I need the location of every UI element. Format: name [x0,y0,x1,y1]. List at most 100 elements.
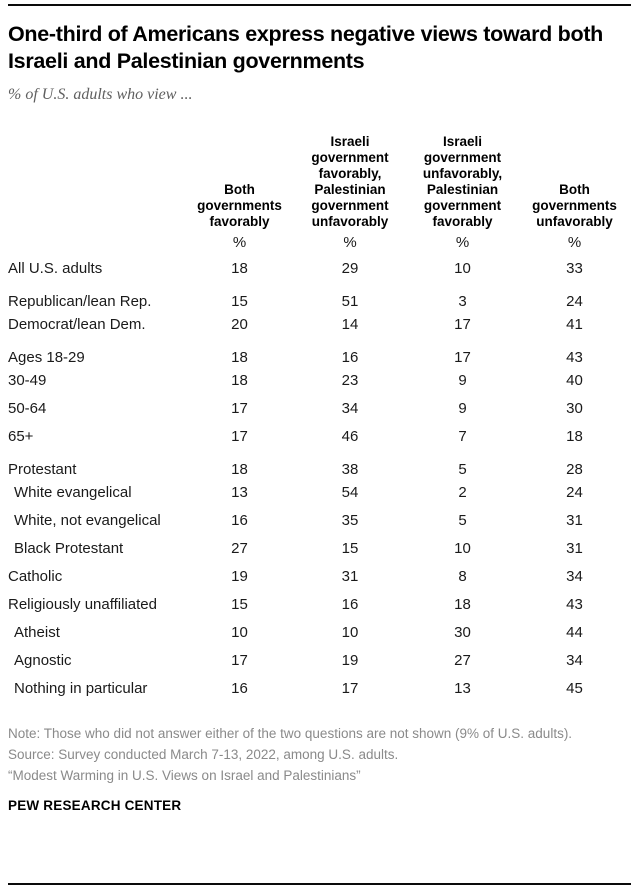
cell-value: 18 [231,371,248,389]
cell-value: 31 [566,539,583,557]
cell-value: 2 [458,483,467,501]
note-text: Note: Those who did not answer either of… [8,726,573,741]
cell-value: 40 [566,371,583,389]
cell-value: 7 [458,427,467,445]
row-label: Democrat/lean Dem. [8,315,146,333]
row-label: Ages 18-29 [8,348,85,366]
cell-value: 15 [231,595,248,613]
cell-value: 31 [341,567,359,585]
page-title: One-third of Americans express negative … [8,22,604,73]
table-row: White, not evangelical 16 35 5 31 [8,506,631,534]
cell-value: 43 [566,348,583,366]
cell-value: 9 [458,371,467,389]
cell-value: 18 [231,460,248,478]
cell-value: 35 [341,511,359,529]
row-label: Black Protestant [14,539,124,557]
row-label: Nothing in particular [14,679,148,697]
cell-value: 27 [231,539,248,557]
cell-value: 17 [231,399,248,417]
cell-value: 10 [341,623,359,641]
table-row: Catholic 19 31 8 34 [8,562,631,590]
cell-value: 45 [566,679,583,697]
table-row: 30-49 18 23 9 40 [8,366,631,394]
cell-value: 46 [341,427,359,445]
cell-value: 10 [231,623,248,641]
cell-value: 17 [341,679,359,697]
cell-value: 31 [566,511,583,529]
column-header-both-unfavorably: Both governments unfavorably [532,182,617,229]
row-label: White evangelical [14,483,132,501]
row-label: 30-49 [8,371,47,389]
cell-value: 9 [458,399,467,417]
cell-value: 29 [341,259,359,277]
column-header-israeli-unfav-palestinian-fav: Israeli government unfavorably, Palestin… [422,134,503,229]
cell-value: 13 [454,679,471,697]
cell-value: 24 [566,483,583,501]
cell-value: 17 [454,348,471,366]
cell-value: 27 [454,651,471,669]
cell-value: 19 [341,651,359,669]
footer-notes: Note: Those who did not answer either of… [8,723,631,786]
cell-value: 54 [341,483,359,501]
row-label: 50-64 [8,399,47,417]
row-label: All U.S. adults [8,259,103,277]
cell-value: 18 [454,595,471,613]
table-row: Nothing in particular 16 17 13 45 [8,674,631,702]
table-row: All U.S. adults 18 29 10 33 [8,254,631,282]
cell-value: 43 [566,595,583,613]
cell-value: 19 [231,567,248,585]
table-row: 50-64 17 34 9 30 [8,394,631,422]
row-label: Religiously unaffiliated [8,595,157,613]
table-row: Atheist 10 10 30 44 [8,618,631,646]
cell-value: 44 [566,623,583,641]
row-label: 65+ [8,427,34,445]
cell-value: 18 [566,427,583,445]
column-header-israeli-fav-palestinian-unfav: Israeli government favorably, Palestinia… [311,134,389,229]
pew-research-center-wordmark: PEW RESEARCH CENTER [8,798,182,813]
table-row: Ages 18-29 18 16 17 43 [8,338,631,366]
cell-value: 16 [231,511,248,529]
cell-value: 18 [231,259,248,277]
unit-cell: % [343,234,357,251]
cell-value: 17 [231,427,248,445]
cell-value: 8 [458,567,467,585]
cell-value: 34 [341,399,359,417]
cell-value: 16 [231,679,248,697]
column-header-row: Both governments favorably Israeli gover… [8,116,631,230]
row-label: Agnostic [14,651,72,669]
cell-value: 16 [341,595,359,613]
cell-value: 17 [231,651,248,669]
cell-value: 34 [566,567,583,585]
unit-row: % % % % [8,230,631,254]
table-row: Agnostic 17 19 27 34 [8,646,631,674]
cell-value: 15 [341,539,359,557]
cell-value: 5 [458,460,467,478]
source-text: Source: Survey conducted March 7-13, 202… [8,747,399,762]
cell-value: 13 [231,483,248,501]
cell-value: 16 [341,348,359,366]
cell-value: 30 [454,623,471,641]
cell-value: 20 [231,315,248,333]
row-label: Protestant [8,460,77,478]
report-title-text: “Modest Warming in U.S. Views on Israel … [8,768,361,783]
cell-value: 17 [454,315,471,333]
unit-cell: % [455,234,470,251]
cell-value: 34 [566,651,583,669]
unit-cell: % [567,234,582,251]
cell-value: 33 [566,259,583,277]
cell-value: 51 [341,292,359,310]
cell-value: 28 [566,460,583,478]
row-label-header [8,116,186,230]
cell-value: 5 [458,511,467,529]
cell-value: 10 [454,539,471,557]
row-label: Republican/lean Rep. [8,292,152,310]
bottom-divider [8,883,631,885]
cell-value: 3 [458,292,467,310]
cell-value: 18 [231,348,248,366]
cell-value: 14 [341,315,359,333]
row-label: Atheist [14,623,60,641]
unit-cell: % [232,234,247,251]
table-body: All U.S. adults 18 29 10 33 Republican/l… [8,254,631,702]
cell-value: 38 [341,460,359,478]
